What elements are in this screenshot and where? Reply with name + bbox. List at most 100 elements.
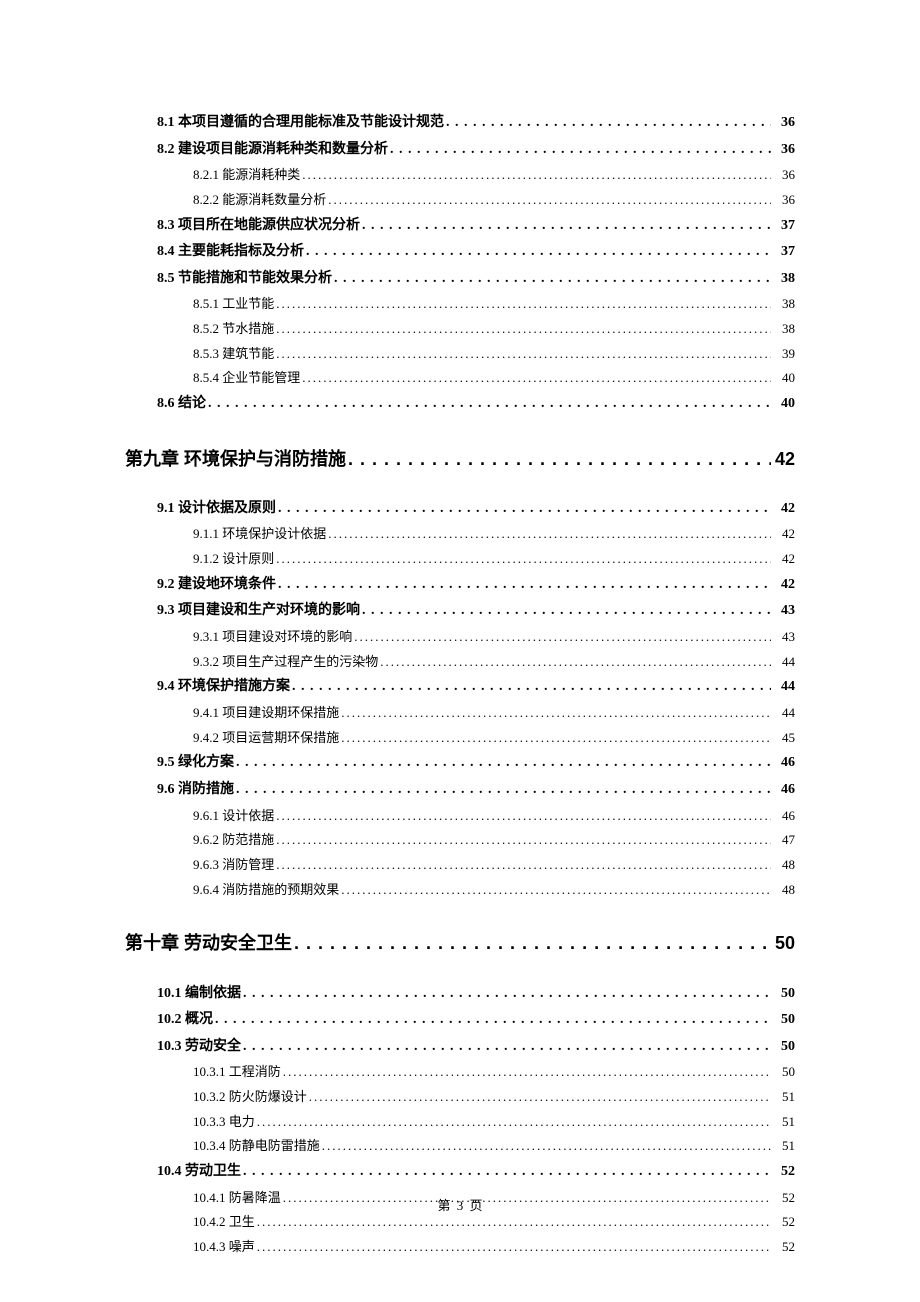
toc-page-number: 50 [773,926,795,960]
toc-title: 8.6 结论 [157,391,206,418]
toc-leader [236,750,771,777]
toc-entry: 9.3.2 项目生产过程产生的污染物44 [193,650,795,675]
toc-title: 8.1 本项目遵循的合理用能标准及节能设计规范 [157,110,444,137]
toc-entry: 9.6.1 设计依据46 [193,804,795,829]
toc-title: 8.5.1 工业节能 [193,292,274,317]
toc-leader [276,317,771,342]
toc-entry: 9.3.1 项目建设对环境的影响43 [193,625,795,650]
toc-leader [276,547,771,572]
toc-leader [362,598,771,625]
toc-entry: 8.2.1 能源消耗种类36 [193,163,795,188]
toc-page-number: 42 [773,442,795,476]
toc-leader [278,572,771,599]
toc-leader [390,137,771,164]
toc-entry: 第九章 环境保护与消防措施 42 [125,442,795,476]
toc-leader [302,163,771,188]
toc-entry: 10.2 概况 50 [157,1007,795,1034]
toc-page-number: 43 [773,625,795,650]
toc-leader [294,926,771,960]
toc-title: 10.4.2 卫生 [193,1210,255,1235]
toc-page-number: 50 [773,1007,795,1034]
toc-leader [348,442,771,476]
toc-entry: 10.3.1 工程消防 50 [193,1060,795,1085]
toc-title: 9.3.2 项目生产过程产生的污染物 [193,650,378,675]
toc-page-number: 38 [773,292,795,317]
toc-page-number: 50 [773,981,795,1008]
toc-title: 8.5.2 节水措施 [193,317,274,342]
toc-page-number: 40 [773,366,795,391]
toc-page-number: 46 [773,750,795,777]
toc-page-number: 46 [773,804,795,829]
toc-page-number: 48 [773,853,795,878]
toc-entry: 9.4.2 项目运营期环保措施45 [193,726,795,751]
toc-page-number: 42 [773,547,795,572]
toc-page-number: 39 [773,342,795,367]
toc-title: 9.1.2 设计原则 [193,547,274,572]
toc-page-number: 42 [773,572,795,599]
toc-title: 10.3.1 工程消防 [193,1060,281,1085]
toc-entry: 8.5.4 企业节能管理40 [193,366,795,391]
toc-page-number: 52 [773,1159,795,1186]
toc-entry: 9.1 设计依据及原则42 [157,496,795,523]
toc-title: 8.3 项目所在地能源供应状况分析 [157,213,360,240]
toc-entry: 9.1.2 设计原则 42 [193,547,795,572]
toc-page-number: 51 [773,1134,795,1159]
toc-entry: 9.6.3 消防管理48 [193,853,795,878]
toc-entry: 9.2 建设地环境条件42 [157,572,795,599]
toc-title: 9.1.1 环境保护设计依据 [193,522,326,547]
toc-entry: 8.5.1 工业节能 38 [193,292,795,317]
toc-page-number: 42 [773,496,795,523]
toc-page-number: 43 [773,598,795,625]
toc-page-number: 52 [773,1210,795,1235]
toc-leader [215,1007,771,1034]
toc-title: 8.2.1 能源消耗种类 [193,163,300,188]
toc-title: 9.6.2 防范措施 [193,828,274,853]
toc-leader [257,1235,771,1260]
toc-page-number: 44 [773,674,795,701]
toc-entry: 9.6.4 消防措施的预期效果48 [193,878,795,903]
toc-leader [341,878,771,903]
toc-title: 10.3 劳动安全 [157,1034,241,1061]
toc-entry: 8.5.3 建筑节能 39 [193,342,795,367]
toc-entry: 8.3 项目所在地能源供应状况分析37 [157,213,795,240]
toc-page-number: 51 [773,1110,795,1135]
toc-title: 第九章 环境保护与消防措施 [125,442,346,476]
toc-title: 10.3.3 电力 [193,1110,255,1135]
toc-entry: 8.1 本项目遵循的合理用能标准及节能设计规范36 [157,110,795,137]
toc-page-number: 50 [773,1060,795,1085]
toc-title: 8.5.3 建筑节能 [193,342,274,367]
toc-page-number: 50 [773,1034,795,1061]
toc-leader [341,701,771,726]
toc-title: 9.4 环境保护措施方案 [157,674,290,701]
toc-page-number: 36 [773,188,795,213]
toc-leader [328,522,771,547]
toc-page-number: 38 [773,317,795,342]
toc-leader [309,1085,771,1110]
footer-prefix: 第 [437,1198,450,1213]
toc-leader [276,853,771,878]
toc-entry: 10.3.2 防火防爆设计51 [193,1085,795,1110]
toc-entry: 10.3 劳动安全 50 [157,1034,795,1061]
toc-leader [328,188,771,213]
toc-page-number: 37 [773,239,795,266]
toc-leader [302,366,771,391]
toc-title: 8.2.2 能源消耗数量分析 [193,188,326,213]
toc-leader [306,239,771,266]
toc-entry: 9.5 绿化方案46 [157,750,795,777]
toc-leader [276,828,771,853]
toc-leader [276,342,771,367]
toc-page-number: 51 [773,1085,795,1110]
toc-leader [322,1134,771,1159]
toc-entry: 8.4 主要能耗指标及分析37 [157,239,795,266]
footer-suffix: 页 [470,1198,483,1213]
toc-leader [243,1159,771,1186]
toc-title: 10.3.4 防静电防雷措施 [193,1134,320,1159]
toc-title: 8.5 节能措施和节能效果分析 [157,266,332,293]
toc-title: 10.2 概况 [157,1007,213,1034]
toc-page-number: 44 [773,701,795,726]
toc-entry: 10.4.2 卫生 52 [193,1210,795,1235]
toc-leader [276,804,771,829]
toc-title: 9.4.1 项目建设期环保措施 [193,701,339,726]
toc-entry: 10.4 劳动卫生52 [157,1159,795,1186]
toc-page-number: 45 [773,726,795,751]
